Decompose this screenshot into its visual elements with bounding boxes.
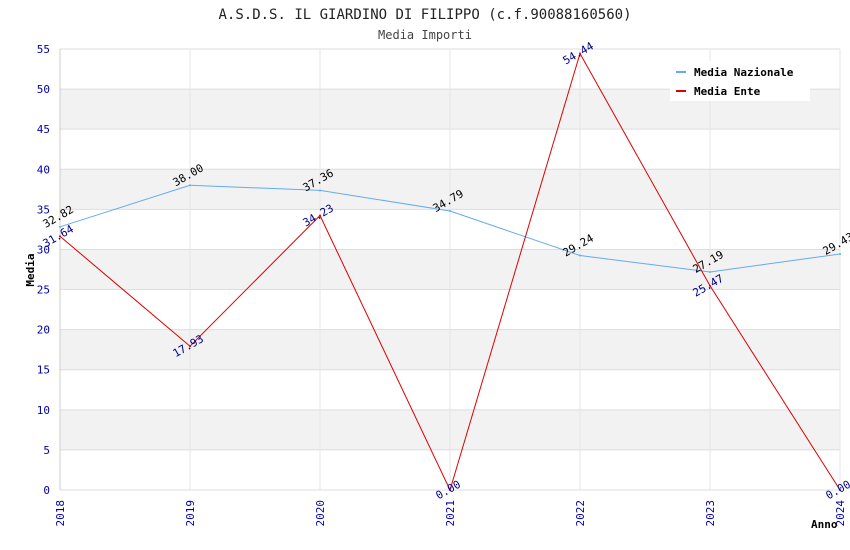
y-tick-label: 30 <box>37 243 50 256</box>
x-tick-label: 2018 <box>54 500 67 527</box>
data-point <box>59 235 61 238</box>
legend-label: Media Ente <box>694 85 761 98</box>
chart-subtitle: Media Importi <box>378 28 472 42</box>
x-tick-label: 2021 <box>444 500 457 527</box>
x-tick-labels: 2018 2019 2020 2021 2022 2023 2024 <box>54 500 847 527</box>
y-tick-label: 0 <box>43 484 50 497</box>
x-tick-label: 2022 <box>574 500 587 527</box>
legend-box <box>670 61 810 101</box>
data-label: 0.00 <box>824 478 850 503</box>
data-point <box>449 210 451 213</box>
y-tick-labels: 0 5 10 15 20 25 30 35 40 45 50 55 <box>37 43 50 497</box>
x-tick-label: 2019 <box>184 500 197 527</box>
data-point <box>189 345 191 348</box>
data-point <box>579 52 581 55</box>
y-tick-label: 35 <box>37 203 50 216</box>
x-axis-label: Anno <box>811 518 838 531</box>
x-tick-label: 2023 <box>704 500 717 527</box>
data-point <box>319 189 321 192</box>
y-tick-label: 50 <box>37 83 50 96</box>
data-point <box>319 214 321 217</box>
legend: Media Nazionale Media Ente <box>670 61 810 101</box>
series-lines <box>59 52 841 492</box>
y-tick-label: 25 <box>37 284 50 297</box>
legend-label: Media Nazionale <box>694 66 794 79</box>
data-point <box>59 225 61 228</box>
y-tick-label: 10 <box>37 404 50 417</box>
data-point <box>709 284 711 287</box>
data-label: 54.44 <box>561 39 597 67</box>
x-tick-label: 2020 <box>314 500 327 527</box>
data-point <box>839 253 841 256</box>
y-tick-label: 55 <box>37 43 50 56</box>
y-tick-label: 20 <box>37 324 50 337</box>
data-point <box>579 254 581 257</box>
y-tick-label: 40 <box>37 163 50 176</box>
data-label: 0.00 <box>434 478 463 503</box>
y-axis-label: Media <box>24 253 37 286</box>
y-tick-label: 45 <box>37 123 50 136</box>
x-tick-label: 2024 <box>834 500 847 527</box>
data-point <box>189 184 191 187</box>
y-tick-label: 15 <box>37 364 50 377</box>
data-point <box>709 270 711 273</box>
grid-lines <box>59 48 841 491</box>
y-tick-label: 5 <box>43 444 50 457</box>
data-point <box>449 489 451 491</box>
data-point <box>839 489 841 491</box>
chart-title: A.S.D.S. IL GIARDINO DI FILIPPO (c.f.900… <box>218 7 631 23</box>
